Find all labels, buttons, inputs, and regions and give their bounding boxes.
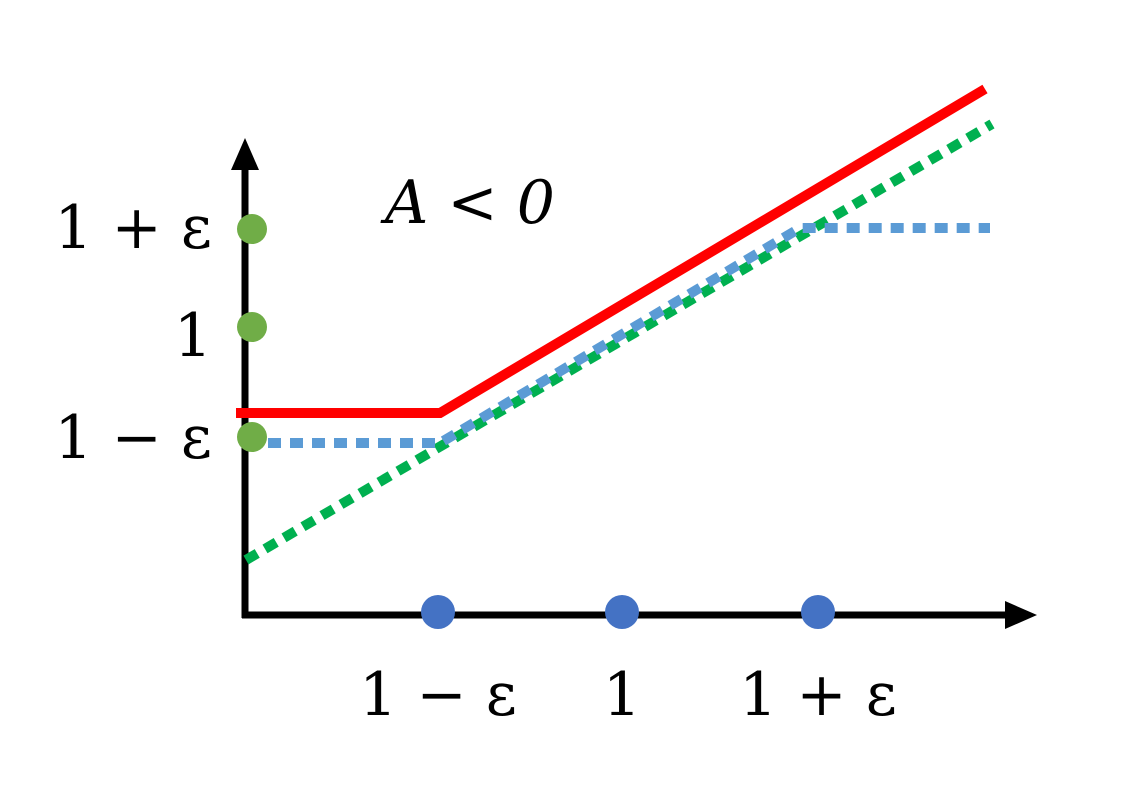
clipped-ratio-line xyxy=(268,223,990,448)
x-tick-label: 1 + ε xyxy=(739,660,897,730)
clipped-objective-line xyxy=(236,84,988,418)
y-tick-label: 1 + ε xyxy=(54,193,212,263)
y-marker-1-plus-eps xyxy=(237,214,267,244)
x-marker-1 xyxy=(605,595,639,629)
x-axis-arrowhead xyxy=(1005,601,1037,629)
y-tick-label: 1 − ε xyxy=(54,403,212,473)
y-axis-arrowhead xyxy=(231,138,259,170)
x-tick-label: 1 xyxy=(603,660,641,730)
x-marker-1-plus-eps xyxy=(801,595,835,629)
y-marker-1-minus-eps xyxy=(237,422,267,452)
x-marker-1-minus-eps xyxy=(421,595,455,629)
unclipped-ratio-line xyxy=(243,119,995,565)
y-marker-1 xyxy=(237,312,267,342)
condition-label: A < 0 xyxy=(380,168,555,238)
x-tick-label: 1 − ε xyxy=(359,660,517,730)
y-tick-label: 1 xyxy=(174,301,212,371)
